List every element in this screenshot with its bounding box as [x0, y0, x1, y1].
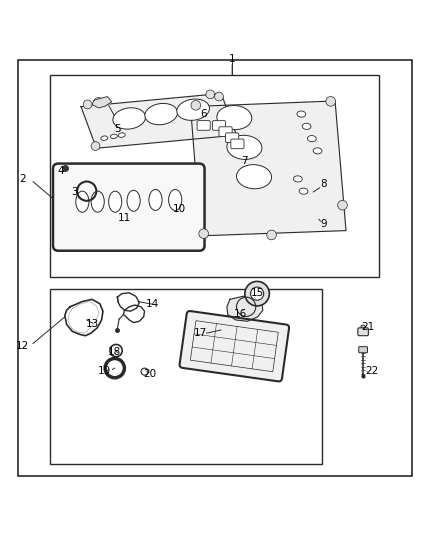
Ellipse shape	[149, 189, 162, 211]
Text: 17: 17	[194, 328, 207, 338]
Text: 15: 15	[251, 288, 264, 298]
Bar	[50, 75, 379, 278]
FancyBboxPatch shape	[53, 164, 205, 251]
Ellipse shape	[293, 176, 302, 182]
Text: 8: 8	[320, 179, 327, 189]
FancyBboxPatch shape	[197, 120, 210, 130]
Ellipse shape	[297, 111, 306, 117]
Circle shape	[245, 281, 269, 306]
Text: 6: 6	[200, 109, 207, 119]
Circle shape	[215, 92, 223, 101]
Ellipse shape	[91, 191, 104, 212]
Circle shape	[94, 98, 103, 106]
Bar	[50, 289, 322, 464]
Ellipse shape	[118, 133, 125, 138]
Circle shape	[251, 287, 264, 300]
Bar	[191, 321, 278, 372]
Ellipse shape	[307, 135, 316, 142]
Text: 2: 2	[19, 174, 26, 184]
Ellipse shape	[237, 165, 272, 189]
Text: 7: 7	[241, 156, 248, 166]
Text: 9: 9	[320, 219, 327, 229]
Text: 5: 5	[114, 124, 121, 134]
Polygon shape	[227, 296, 263, 321]
FancyBboxPatch shape	[180, 311, 289, 382]
Circle shape	[91, 142, 100, 150]
Circle shape	[226, 118, 234, 126]
Ellipse shape	[302, 123, 311, 130]
Text: 19: 19	[98, 366, 111, 376]
Circle shape	[191, 101, 201, 110]
FancyBboxPatch shape	[231, 139, 244, 149]
Ellipse shape	[101, 136, 108, 140]
Text: 10: 10	[173, 204, 186, 214]
Ellipse shape	[127, 190, 140, 211]
Ellipse shape	[361, 325, 365, 328]
Text: 16: 16	[233, 309, 247, 319]
Text: 22: 22	[365, 366, 378, 376]
Text: 18: 18	[108, 347, 121, 357]
Text: 13: 13	[85, 319, 99, 329]
Text: 12: 12	[16, 341, 29, 351]
Text: 4: 4	[57, 166, 64, 176]
Circle shape	[199, 229, 208, 238]
Circle shape	[83, 100, 92, 109]
Polygon shape	[81, 93, 237, 148]
Ellipse shape	[299, 188, 308, 194]
Circle shape	[267, 230, 276, 240]
Text: 21: 21	[361, 322, 374, 332]
Ellipse shape	[76, 191, 89, 212]
Ellipse shape	[169, 189, 182, 211]
Polygon shape	[191, 101, 346, 236]
Text: 3: 3	[71, 187, 78, 197]
Ellipse shape	[227, 135, 262, 159]
Ellipse shape	[217, 106, 252, 130]
Ellipse shape	[110, 134, 117, 139]
Text: 14: 14	[146, 298, 159, 309]
Text: 20: 20	[143, 369, 156, 379]
Polygon shape	[92, 96, 112, 108]
Text: 1: 1	[229, 54, 236, 64]
FancyBboxPatch shape	[212, 120, 226, 130]
FancyBboxPatch shape	[219, 127, 232, 136]
FancyBboxPatch shape	[358, 328, 368, 336]
FancyBboxPatch shape	[359, 346, 367, 353]
Circle shape	[206, 90, 215, 99]
Ellipse shape	[145, 103, 177, 125]
FancyBboxPatch shape	[226, 133, 239, 142]
Ellipse shape	[177, 99, 209, 120]
Ellipse shape	[113, 108, 145, 129]
Text: 11: 11	[118, 213, 131, 223]
Circle shape	[338, 200, 347, 210]
Circle shape	[326, 96, 336, 106]
Ellipse shape	[313, 148, 322, 154]
Ellipse shape	[109, 191, 122, 212]
